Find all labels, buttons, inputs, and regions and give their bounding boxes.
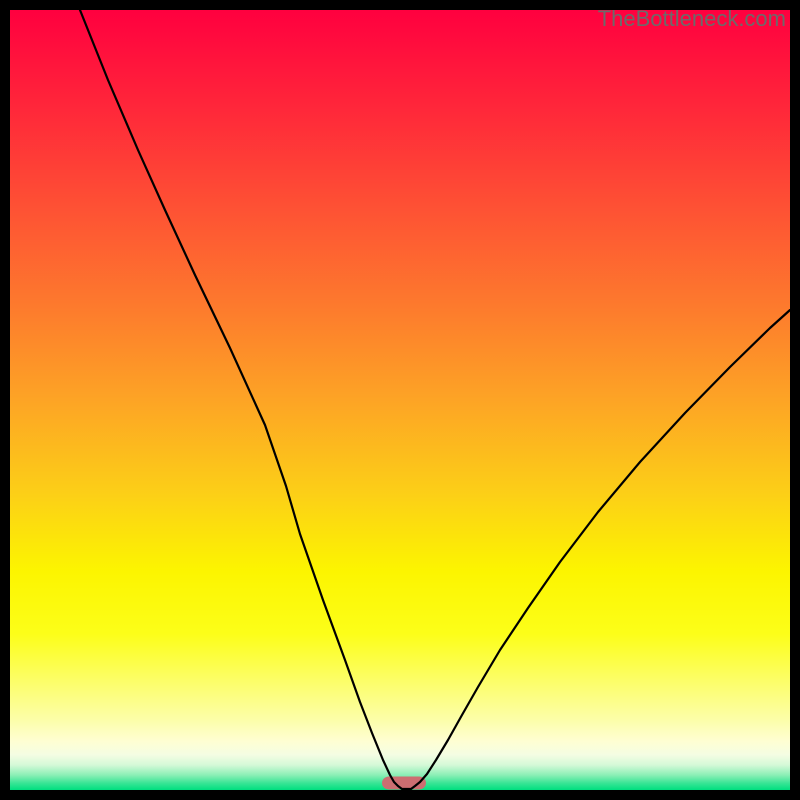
- bottleneck-chart: [0, 0, 800, 800]
- watermark-text: TheBottleneck.com: [598, 6, 786, 32]
- chart-container: TheBottleneck.com: [0, 0, 800, 800]
